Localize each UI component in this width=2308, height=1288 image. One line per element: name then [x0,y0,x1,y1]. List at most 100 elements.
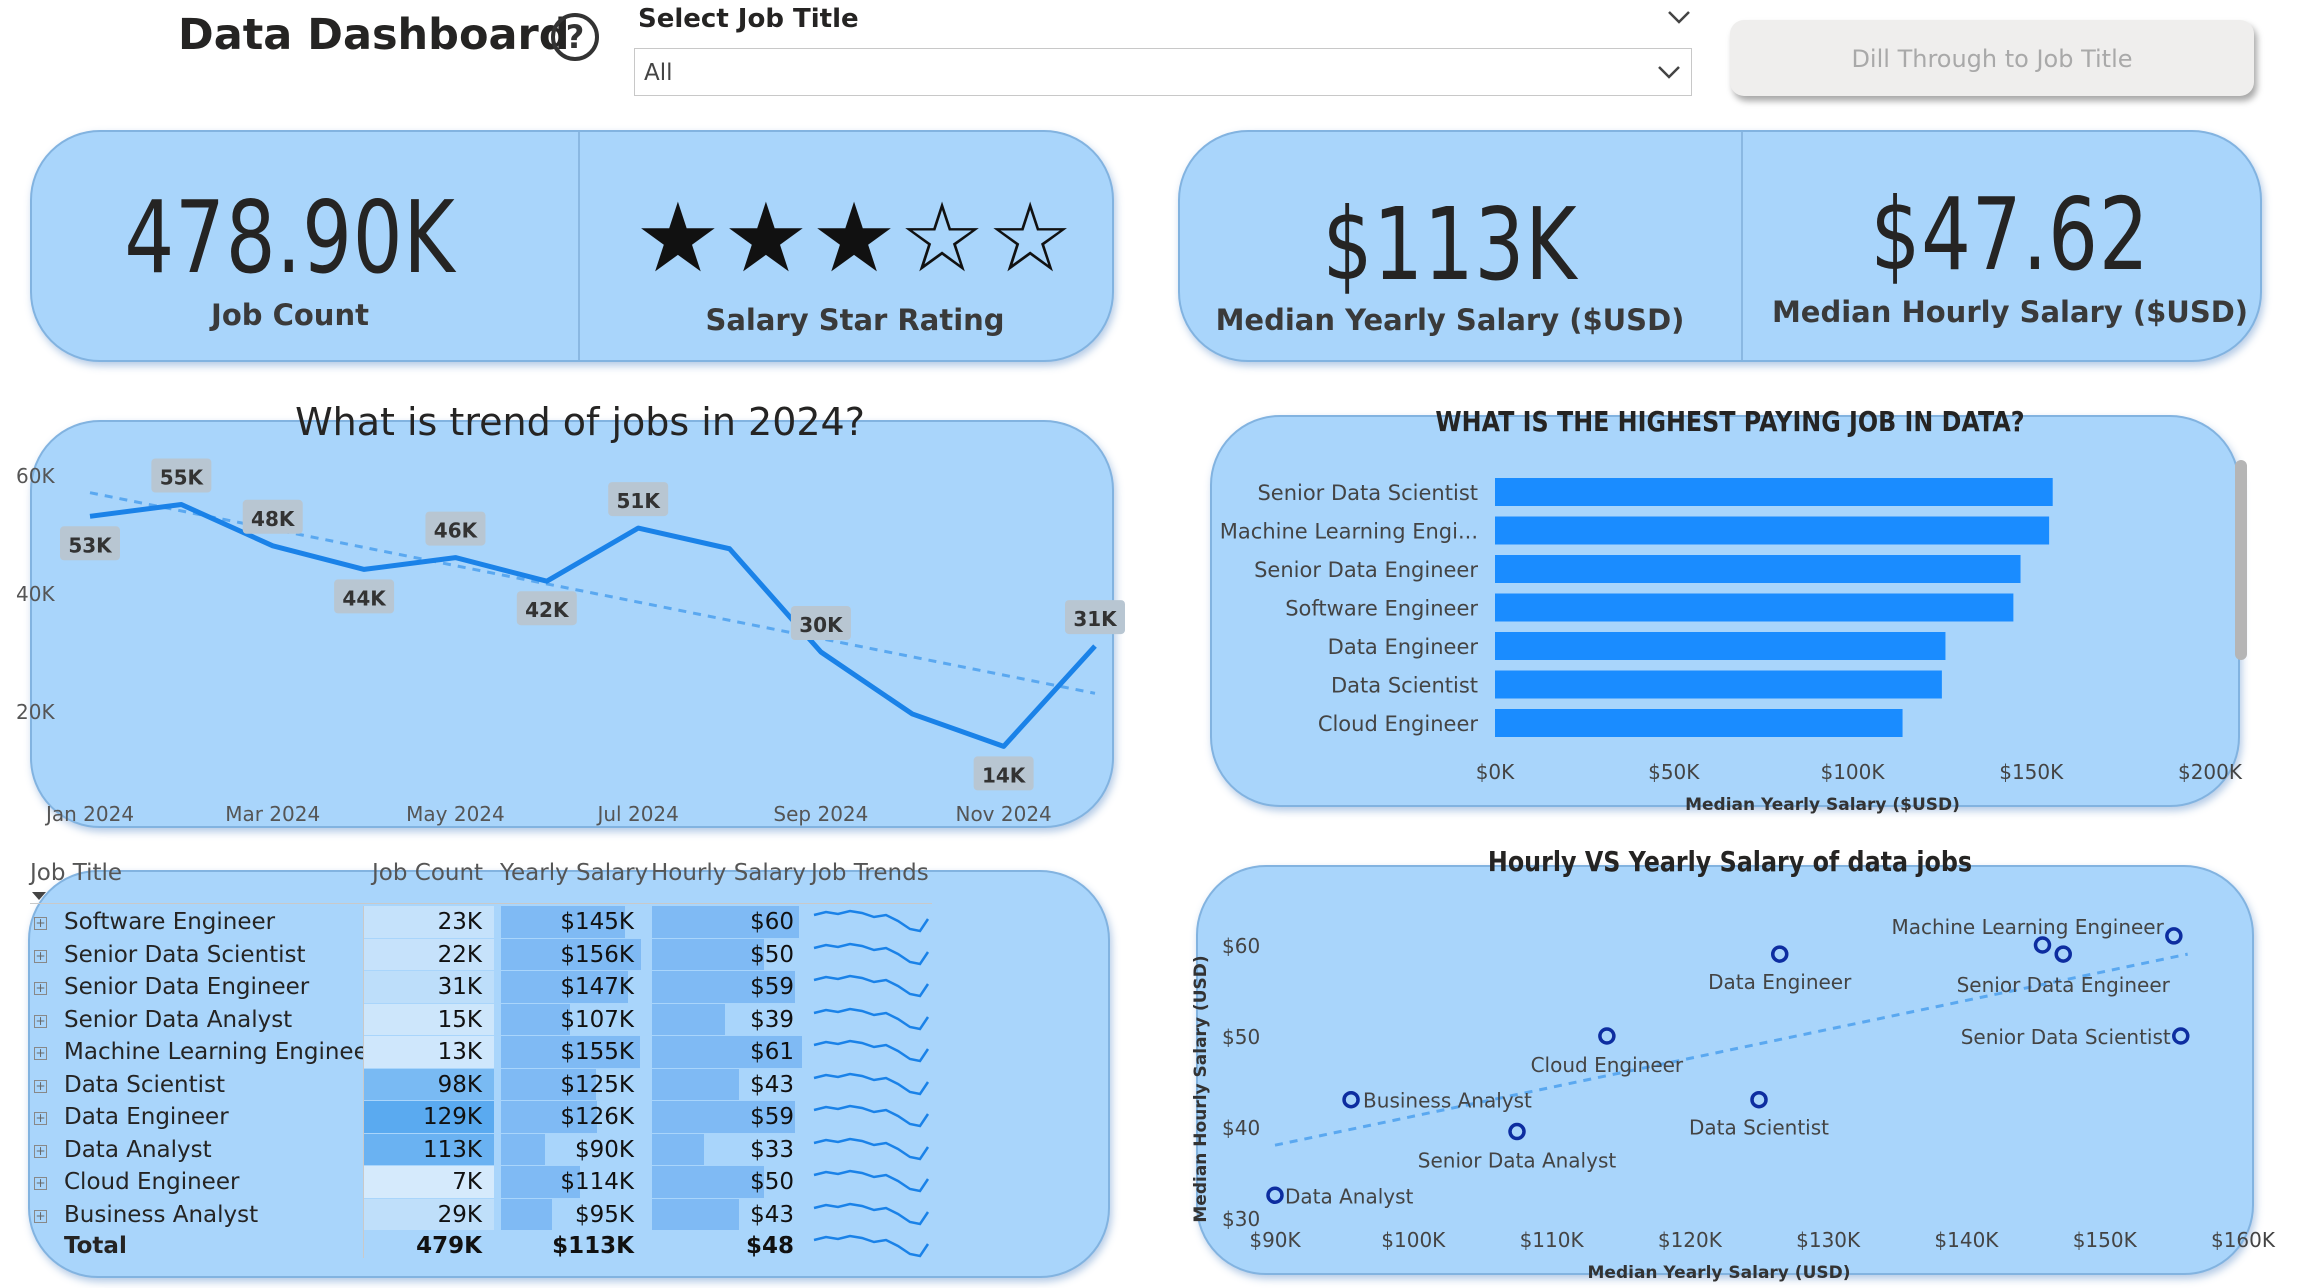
job-title-cell[interactable]: Senior Data Scientist [64,941,306,968]
expand-row-icon[interactable]: + [34,1143,47,1158]
job-table: Job Title Job Count Yearly Salary Hourly Sa… [0,0,1000,1288]
star-rating-label: Salary Star Rating [705,303,1005,337]
expand-row-icon[interactable]: + [34,916,47,930]
bar[interactable] [1495,516,2050,545]
data-label-bg [60,526,120,561]
point-label: Senior Data Analyst [1418,1149,1617,1173]
point-label: Data Engineer [1708,970,1852,994]
bar[interactable] [1495,555,2021,583]
job-title-dropdown[interactable] [634,48,1692,96]
slicer-label: Select Job Title [638,4,859,34]
job-title-cell[interactable]: Machine Learning Engineer [64,1039,378,1065]
bar-chart-scrollbar[interactable] [2235,460,2247,660]
yearly-salary-cell: $114K [560,1169,634,1195]
drill-through-button[interactable]: Dill Through to Job Title [1730,20,2254,96]
trend-line-chart[interactable]: 20K 40K 60K Jan 2024 Mar 2024 May 2024 Jul 202… [0,440,1130,840]
expand-row-icon[interactable]: + [34,1078,47,1093]
median-hourly-value: $47.62 [1870,176,2150,293]
expand-row-icon[interactable]: + [34,981,47,995]
hourly-salary-bar [652,906,799,938]
column-divider [363,906,364,1258]
expand-row-icon[interactable]: + [34,1111,47,1125]
expand-row-icon[interactable]: + [34,1176,47,1190]
yearly-salary-cell: $95K [575,1201,634,1228]
job-title-cell[interactable]: Senior Data Analyst [64,1006,293,1033]
bar[interactable] [1495,632,1946,660]
job-count-cell: 31K [437,974,482,1000]
x-tick-label: $90K [1249,1228,1301,1252]
job-title-cell[interactable]: Data Scientist [64,1071,225,1098]
scatter-point[interactable] [1598,1027,1616,1045]
data-label: 46K [434,519,479,543]
job-title-cell[interactable]: Software Engineer [64,909,276,935]
hourly-vs-yearly-scatter[interactable]: $30 $40 $50 $60 $90K $100K $110K $120K $130K $140… [1180,880,2308,1288]
total-label: Total [64,1233,127,1259]
dropdown-chevron-icon[interactable] [1656,62,1682,82]
job-title-cell[interactable]: Senior Data Engineer [64,974,310,1000]
bar-chart-title: WHAT IS THE HIGHEST PAYING JOB IN DATA? [1435,405,2025,438]
kpi-divider [578,132,580,360]
expand-row-icon[interactable]: + [34,1208,47,1223]
bar-category-label: Machine Learning Engi... [1220,520,1478,544]
job-trend-sparkline [813,1104,930,1128]
scatter-point[interactable] [2033,936,2052,954]
job-title-cell[interactable]: Data Engineer [64,1104,229,1130]
bar-category-label: Data Engineer [1328,635,1479,659]
scatter-point[interactable] [1770,945,1789,963]
scatter-point[interactable] [1266,1186,1284,1204]
x-tick-label: $140K [1934,1228,1999,1252]
job-count-cell-bg [364,938,494,970]
data-label: 53K [68,533,113,557]
scatter-point[interactable] [2172,1027,2190,1045]
job-title-cell[interactable]: Business Analyst [64,1201,259,1228]
bar[interactable] [1495,478,2053,506]
highest-paying-bar-chart[interactable]: Senior Data Scientist Machine Learning En… [1210,450,2260,820]
job-title-cell[interactable]: Data Analyst [64,1136,212,1163]
hourly-salary-cell: $59 [750,1104,794,1130]
chevron-down-icon[interactable] [1665,6,1693,28]
column-header[interactable]: Job Count [372,860,484,886]
expand-row-icon[interactable]: + [34,948,47,963]
x-tick-label: May 2024 [406,802,505,826]
bar[interactable] [1495,593,2014,622]
job-trend-sparkline [813,1072,930,1095]
job-count-cell: 23K [437,909,482,935]
expand-row-icon[interactable]: + [34,1013,47,1028]
job-count-value: 478.90K [124,179,456,296]
median-yearly-label: Median Yearly Salary ($USD) [1215,303,1685,337]
job-trend-sparkline [813,1169,930,1193]
scatter-panel [1196,865,2254,1275]
job-trend-sparkline [813,942,930,965]
column-header[interactable]: Hourly Salary [651,860,806,886]
job-count-cell: 29K [437,1201,482,1228]
job-count-series-line[interactable] [89,502,1097,749]
x-tick-label: $50K [1648,760,1700,784]
y-tick-label: $40 [1222,1116,1260,1140]
x-tick-label: $200K [2178,760,2243,784]
scatter-point[interactable] [1342,1090,1360,1109]
y-tick-label: 40K [16,582,55,606]
total-yearly-salary: $113K [552,1233,634,1259]
bar[interactable] [1495,670,1942,699]
job-count-cell-bg [364,1101,494,1133]
scatter-point[interactable] [1750,1090,1768,1109]
column-header[interactable]: Job Trends [811,860,929,886]
bar[interactable] [1495,709,1903,737]
job-count-cell: 13K [437,1039,482,1065]
x-tick-label: $130K [1796,1228,1861,1252]
scatter-point[interactable] [2165,927,2183,945]
expand-row-icon[interactable]: + [34,1046,47,1060]
column-header[interactable]: Job Title [30,860,123,886]
page-title: Data Dashboard [178,10,570,60]
y-tick-label: $30 [1222,1207,1260,1231]
x-tick-label: Sep 2024 [773,802,868,826]
job-title-cell[interactable]: Cloud Engineer [64,1169,240,1195]
help-icon[interactable]: ? [551,13,599,61]
column-header[interactable]: Yearly Salary [500,860,649,886]
hourly-salary-bar [652,1101,795,1133]
sort-desc-icon[interactable] [30,890,48,902]
scatter-point[interactable] [2054,945,2072,963]
y-axis-title: Median Hourly Salary (USD) [1191,955,1211,1222]
scatter-point[interactable] [1508,1122,1526,1141]
job-count-cell-bg [364,1003,494,1035]
